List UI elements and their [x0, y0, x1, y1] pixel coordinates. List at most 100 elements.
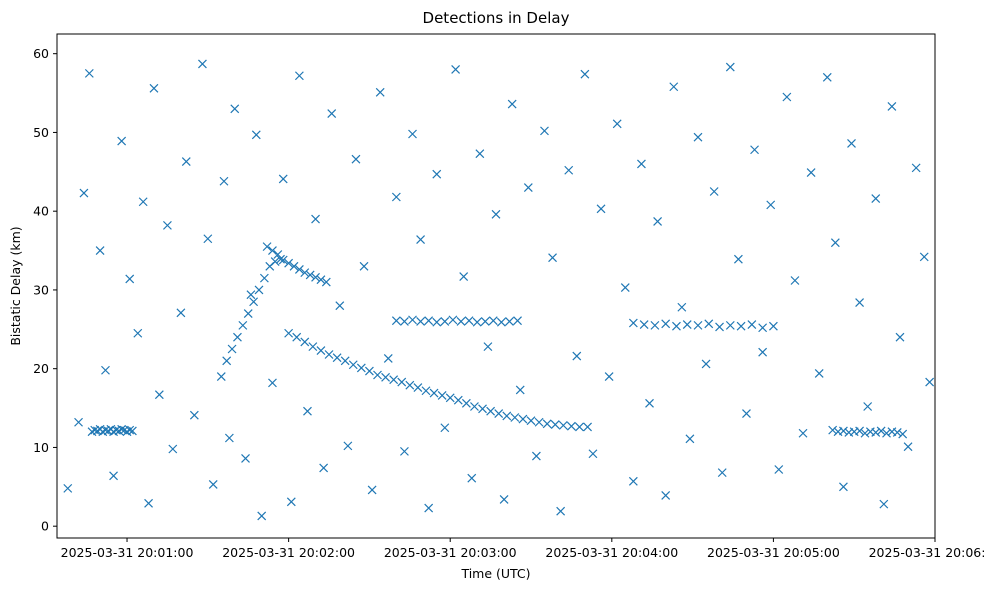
data-point: [486, 406, 496, 416]
data-point: [375, 87, 385, 97]
data-point: [515, 385, 525, 395]
data-point: [472, 317, 482, 327]
data-point: [84, 68, 94, 78]
data-point: [628, 476, 638, 486]
data-point: [294, 71, 304, 81]
data-point: [830, 238, 840, 248]
data-point: [249, 297, 259, 307]
data-point: [125, 274, 135, 284]
data-point: [440, 317, 450, 326]
data-point: [892, 428, 902, 437]
data-point: [499, 494, 509, 504]
data-point: [523, 183, 533, 192]
data-point: [254, 285, 264, 295]
data-point: [925, 377, 935, 387]
data-point: [911, 163, 921, 173]
data-point: [303, 406, 312, 416]
x-axis-label: Time (UTC): [460, 566, 530, 581]
data-point: [903, 442, 913, 452]
data-point: [397, 377, 407, 387]
data-point: [348, 360, 358, 370]
x-tick-label: 2025-03-31 20:06:00: [869, 545, 986, 560]
data-point: [464, 316, 474, 326]
data-point: [488, 316, 498, 326]
data-point: [95, 246, 105, 255]
data-point: [558, 420, 568, 430]
data-point: [806, 168, 816, 178]
data-point: [542, 419, 552, 429]
data-point: [144, 498, 153, 508]
data-point: [381, 372, 391, 382]
data-point: [257, 511, 267, 521]
data-point: [480, 317, 490, 326]
data-point: [518, 414, 528, 424]
data-point: [461, 398, 471, 408]
data-point: [300, 268, 310, 278]
data-point: [340, 356, 350, 366]
data-point: [733, 254, 743, 264]
data-point: [693, 132, 703, 142]
data-point: [408, 129, 417, 139]
data-point: [168, 444, 178, 454]
data-point: [798, 428, 808, 438]
data-point: [294, 265, 304, 274]
data-point: [895, 332, 905, 342]
data-point: [628, 318, 638, 328]
data-point: [289, 261, 299, 271]
data-point: [286, 497, 296, 507]
data-point: [216, 372, 226, 381]
x-tick-label: 2025-03-31 20:02:00: [222, 545, 355, 560]
data-point: [445, 393, 455, 403]
data-point: [262, 242, 272, 252]
data-point: [389, 375, 399, 385]
data-point: [505, 317, 514, 326]
data-point: [774, 465, 784, 474]
data-point: [453, 395, 463, 405]
data-point: [292, 332, 302, 342]
data-point: [456, 317, 466, 326]
data-point: [383, 354, 393, 363]
data-point: [531, 451, 541, 461]
data-point: [882, 428, 891, 438]
data-point: [208, 480, 218, 489]
data-point: [400, 317, 409, 326]
data-point: [319, 463, 329, 473]
data-point: [717, 468, 727, 478]
data-point: [133, 328, 143, 338]
data-point: [74, 417, 83, 427]
data-point: [822, 72, 832, 82]
data-point: [408, 315, 417, 325]
y-tick-label: 0: [41, 519, 49, 534]
data-point: [701, 359, 711, 369]
data-point: [284, 258, 294, 268]
data-point: [405, 380, 415, 390]
data-point: [233, 332, 242, 342]
data-point: [860, 428, 870, 438]
data-point: [828, 425, 838, 435]
data-point: [327, 109, 337, 118]
data-point: [138, 197, 148, 207]
data-point: [332, 353, 342, 363]
data-point: [790, 276, 800, 285]
data-point: [709, 187, 719, 196]
data-point: [432, 169, 442, 179]
data-point: [364, 366, 374, 376]
data-point: [127, 426, 137, 436]
data-point: [661, 491, 671, 500]
data-point: [243, 309, 253, 318]
data-point: [416, 317, 426, 326]
data-point: [588, 449, 598, 459]
chart-title: Detections in Delay: [423, 9, 570, 27]
data-point: [437, 391, 447, 400]
data-point: [661, 319, 671, 329]
data-point: [79, 188, 89, 198]
data-point: [653, 217, 663, 226]
data-point: [685, 434, 695, 444]
data-point: [316, 346, 326, 355]
data-point: [181, 157, 191, 166]
data-point: [575, 422, 584, 432]
plot-frame: [56, 33, 936, 539]
data-point: [176, 308, 186, 318]
data-point: [432, 317, 442, 327]
